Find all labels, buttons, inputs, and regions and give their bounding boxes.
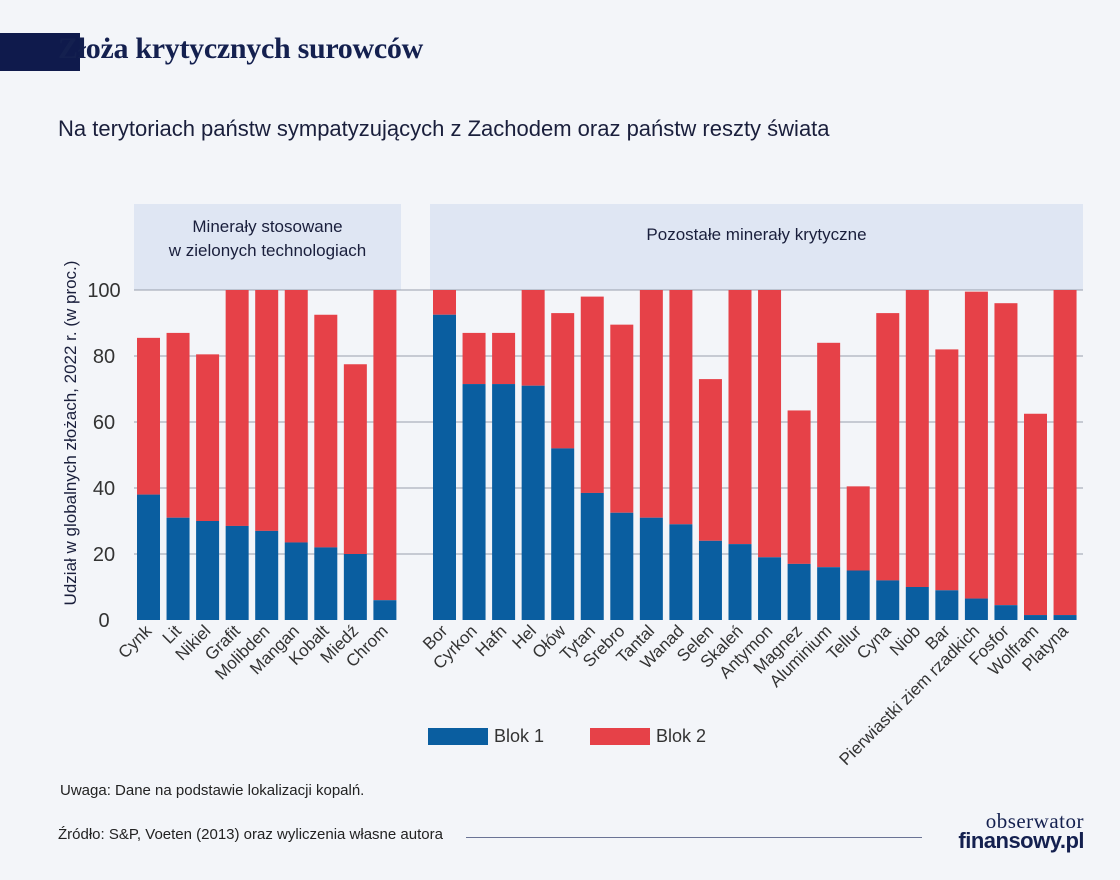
y-tick-label-20: 20: [93, 544, 115, 566]
bar-blok1-14: [580, 492, 604, 620]
bar-blok1-3: [225, 525, 249, 620]
bar-blok1-0: [137, 494, 160, 620]
bar-blok1-26: [935, 590, 959, 620]
bar-blok2-7: [343, 364, 367, 554]
bar-blok2-4: [255, 290, 279, 531]
bar-blok2-27: [964, 291, 988, 599]
y-tick-label-40: 40: [93, 478, 115, 500]
bar-blok1-17: [669, 524, 693, 620]
group-label-1-line1: Minerały stosowane: [192, 217, 342, 236]
logo-line1: obserwator: [985, 809, 1084, 833]
bar-blok2-2: [196, 354, 220, 521]
source-text: Źródło: S&P, Voeten (2013) oraz wyliczen…: [58, 826, 443, 843]
bar-blok2-24: [876, 313, 900, 581]
group-label-1-line2: w zielonych technologiach: [168, 241, 367, 260]
bar-blok2-11: [492, 332, 516, 385]
source-divider: [466, 837, 922, 838]
bar-blok1-24: [876, 580, 900, 620]
bar-blok1-5: [284, 542, 308, 620]
y-tick-label-0: 0: [98, 610, 109, 632]
group-panel-2: [430, 204, 1083, 290]
bar-blok1-19: [728, 544, 752, 620]
bar-blok2-12: [521, 290, 545, 386]
bar-blok1-22: [817, 567, 841, 620]
bar-blok2-0: [137, 337, 160, 495]
bar-blok2-9: [433, 290, 456, 315]
bar-blok1-21: [787, 563, 811, 620]
y-tick-label-60: 60: [93, 412, 115, 434]
bar-blok1-20: [758, 557, 782, 620]
bar-blok2-25: [905, 290, 929, 587]
brand-logo: obserwator finansowy.pl: [934, 809, 1084, 853]
legend-label-blok2: Blok 2: [656, 725, 707, 746]
bar-blok2-6: [314, 314, 338, 548]
bar-blok1-28: [994, 605, 1018, 620]
bar-blok1-10: [462, 384, 486, 620]
legend-item-blok2: Blok 2: [590, 724, 706, 748]
bar-blok1-29: [1024, 615, 1047, 620]
bar-blok1-18: [698, 540, 722, 620]
logo-line2: finansowy.pl: [958, 828, 1084, 853]
bar-blok1-2: [196, 521, 220, 620]
bar-blok1-25: [905, 587, 929, 620]
bar-blok2-10: [462, 332, 486, 385]
title-accent-bar: [0, 33, 80, 71]
x-tick-label-0: Cynk: [115, 621, 156, 662]
group-label-2-line1: Pozostałe minerały krytyczne: [646, 225, 866, 244]
legend-swatch-blok1: [428, 727, 488, 745]
bar-blok1-16: [639, 517, 663, 620]
bar-blok2-13: [551, 313, 575, 449]
bar-blok2-20: [758, 290, 782, 558]
group-panel-1: [134, 204, 401, 290]
bar-blok2-29: [1024, 413, 1047, 616]
y-tick-label-100: 100: [87, 280, 120, 302]
bar-blok2-8: [373, 290, 397, 601]
y-tick-label-80: 80: [93, 346, 115, 368]
bar-blok1-9: [433, 314, 456, 620]
bar-blok2-1: [166, 332, 190, 518]
bar-blok2-19: [728, 290, 752, 545]
page-title: Złoża krytycznych surowców: [58, 32, 423, 65]
bar-blok1-13: [551, 448, 575, 620]
bar-blok1-30: [1053, 615, 1077, 620]
bar-blok1-11: [492, 384, 516, 620]
page-subtitle: Na terytoriach państw sympatyzujących z …: [58, 116, 830, 141]
bar-blok2-18: [698, 379, 722, 541]
note-text: Uwaga: Dane na podstawie lokalizacji kop…: [60, 782, 365, 799]
bar-blok1-7: [343, 554, 367, 620]
bar-blok1-1: [166, 517, 190, 620]
bar-blok2-21: [787, 410, 811, 564]
bar-blok2-5: [284, 290, 308, 543]
bar-blok2-22: [817, 342, 841, 568]
legend-swatch-blok2: [590, 727, 650, 745]
x-tick-label-11: Hafn: [472, 621, 511, 660]
bar-blok2-17: [669, 290, 693, 525]
bar-blok2-14: [580, 296, 604, 493]
bar-blok1-4: [255, 530, 279, 620]
x-tick-label-25: Niob: [886, 621, 924, 659]
bar-blok1-8: [373, 600, 397, 620]
bar-blok2-28: [994, 303, 1018, 606]
legend-label-blok1: Blok 1: [494, 725, 545, 746]
bar-blok2-3: [225, 290, 249, 526]
legend-item-blok1: Blok 1: [428, 724, 544, 748]
bar-blok1-15: [610, 512, 634, 620]
bar-blok2-15: [610, 324, 634, 513]
bar-blok2-23: [846, 486, 870, 571]
x-tick-label-24: Cyna: [853, 621, 895, 663]
bar-blok2-26: [935, 349, 959, 591]
bar-blok1-23: [846, 570, 870, 620]
bar-blok1-6: [314, 547, 338, 620]
bar-blok2-30: [1053, 290, 1077, 616]
bar-blok2-16: [639, 290, 663, 518]
y-axis-label: Udział w globalnych złożach, 2022 r. (w …: [61, 261, 80, 606]
bar-blok1-12: [521, 385, 545, 620]
bar-blok1-27: [964, 598, 988, 620]
